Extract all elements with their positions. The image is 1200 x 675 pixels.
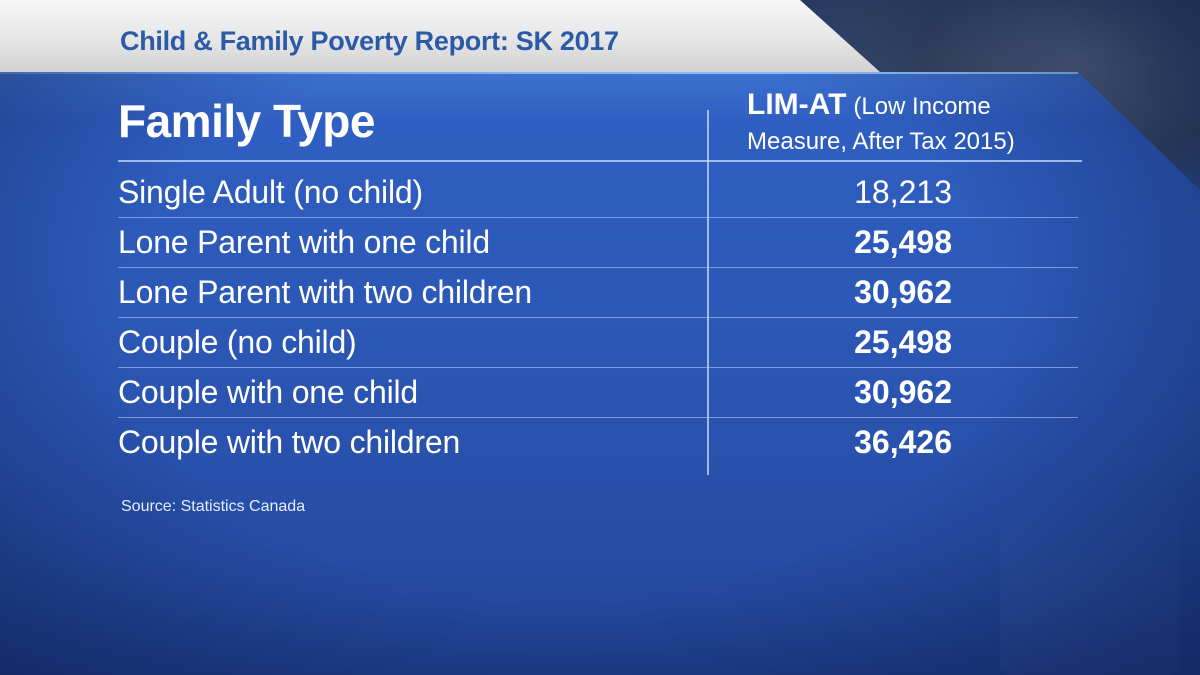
header-lim-at: LIM-AT (Low Income Measure, After Tax 20… xyxy=(747,88,1067,159)
header-divider xyxy=(118,160,1082,162)
lim-at-cell: 25,498 xyxy=(854,224,952,260)
table-row: Lone Parent with one child 25,498 xyxy=(118,218,1078,268)
table-row: Couple with one child 30,962 xyxy=(118,368,1078,418)
lim-at-cell: 30,962 xyxy=(854,374,952,410)
lim-at-cell: 36,426 xyxy=(854,424,952,460)
family-type-cell: Lone Parent with two children xyxy=(118,274,532,310)
title-bar: Child & Family Poverty Report: SK 2017 xyxy=(0,0,880,72)
lim-at-cell: 30,962 xyxy=(854,274,952,310)
table-row: Lone Parent with two children 30,962 xyxy=(118,268,1078,318)
column-divider xyxy=(707,110,709,475)
row-divider xyxy=(118,267,1078,268)
table-row: Single Adult (no child) 18,213 xyxy=(118,168,1078,218)
row-divider xyxy=(118,417,1078,418)
header-family-type: Family Type xyxy=(118,95,375,147)
family-type-cell: Couple with one child xyxy=(118,374,418,410)
family-type-cell: Couple (no child) xyxy=(118,324,357,360)
family-type-cell: Lone Parent with one child xyxy=(118,224,490,260)
lim-at-cell: 18,213 xyxy=(854,174,952,210)
lim-at-cell: 25,498 xyxy=(854,324,952,360)
row-divider xyxy=(118,367,1078,368)
row-divider xyxy=(118,317,1078,318)
table-row: Couple (no child) 25,498 xyxy=(118,318,1078,368)
family-type-cell: Single Adult (no child) xyxy=(118,174,423,210)
report-title: Child & Family Poverty Report: SK 2017 xyxy=(120,26,619,56)
header-lim-desc-2: Measure, After Tax 2015) xyxy=(747,128,1015,155)
header-lim-desc-1: (Low Income xyxy=(853,93,991,120)
table-row: Couple with two children 36,426 xyxy=(118,418,1078,468)
row-divider xyxy=(118,217,1078,218)
family-type-cell: Couple with two children xyxy=(118,424,461,460)
source-note: Source: Statistics Canada xyxy=(121,498,306,515)
header-lim-abbr: LIM-AT xyxy=(747,88,847,121)
